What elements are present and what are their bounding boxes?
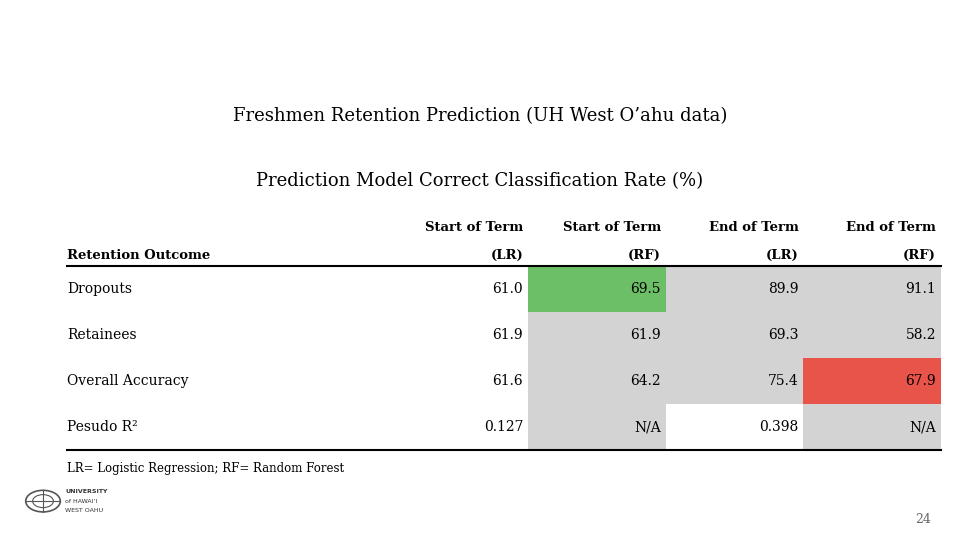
Bar <box>528 404 665 450</box>
Bar <box>528 312 665 358</box>
Bar <box>804 358 941 404</box>
Bar <box>528 266 665 312</box>
Text: Retainees: Retainees <box>67 328 137 342</box>
Text: End of Term: End of Term <box>708 221 799 234</box>
Text: LR= Logistic Regression; RF= Random Forest: LR= Logistic Regression; RF= Random Fore… <box>67 462 345 475</box>
Bar <box>804 266 941 312</box>
Text: 0.127: 0.127 <box>484 420 523 434</box>
Text: 69.5: 69.5 <box>631 282 660 296</box>
Text: 67.9: 67.9 <box>905 374 936 388</box>
Text: WEST OAHU: WEST OAHU <box>65 508 104 514</box>
Bar <box>665 266 804 312</box>
Bar <box>665 312 804 358</box>
Text: 61.6: 61.6 <box>492 374 523 388</box>
Text: (LR): (LR) <box>491 248 523 262</box>
Text: 91.1: 91.1 <box>905 282 936 296</box>
Text: 61.0: 61.0 <box>492 282 523 296</box>
Text: 69.3: 69.3 <box>768 328 799 342</box>
Text: N/A: N/A <box>634 420 660 434</box>
Text: N/A: N/A <box>909 420 936 434</box>
Text: Retention Outcome: Retention Outcome <box>67 248 210 262</box>
Bar <box>804 404 941 450</box>
Text: Extensions of Random Forest in IR: Extensions of Random Forest in IR <box>128 23 832 57</box>
Text: 64.2: 64.2 <box>630 374 660 388</box>
Text: 61.9: 61.9 <box>492 328 523 342</box>
Bar <box>528 358 665 404</box>
Text: (RF): (RF) <box>628 248 660 262</box>
Text: Overall Accuracy: Overall Accuracy <box>67 374 189 388</box>
Text: Pesudo R²: Pesudo R² <box>67 420 138 434</box>
Text: 24: 24 <box>915 513 931 526</box>
Text: (LR): (LR) <box>766 248 799 262</box>
Text: End of Term: End of Term <box>846 221 936 234</box>
Text: 89.9: 89.9 <box>768 282 799 296</box>
Text: (RF): (RF) <box>903 248 936 262</box>
Text: 61.9: 61.9 <box>630 328 660 342</box>
Text: Freshmen Retention Prediction (UH West O’ahu data): Freshmen Retention Prediction (UH West O… <box>233 107 727 125</box>
Text: Prediction Model Correct Classification Rate (%): Prediction Model Correct Classification … <box>256 172 704 190</box>
Bar <box>804 312 941 358</box>
Text: Start of Term: Start of Term <box>563 221 660 234</box>
Text: 0.398: 0.398 <box>759 420 799 434</box>
Text: of HAWAIʻI: of HAWAIʻI <box>65 498 98 504</box>
Text: Dropouts: Dropouts <box>67 282 132 296</box>
Bar <box>665 358 804 404</box>
Text: Start of Term: Start of Term <box>425 221 523 234</box>
Text: 58.2: 58.2 <box>905 328 936 342</box>
Text: 75.4: 75.4 <box>768 374 799 388</box>
Text: UNIVERSITY: UNIVERSITY <box>65 489 108 494</box>
